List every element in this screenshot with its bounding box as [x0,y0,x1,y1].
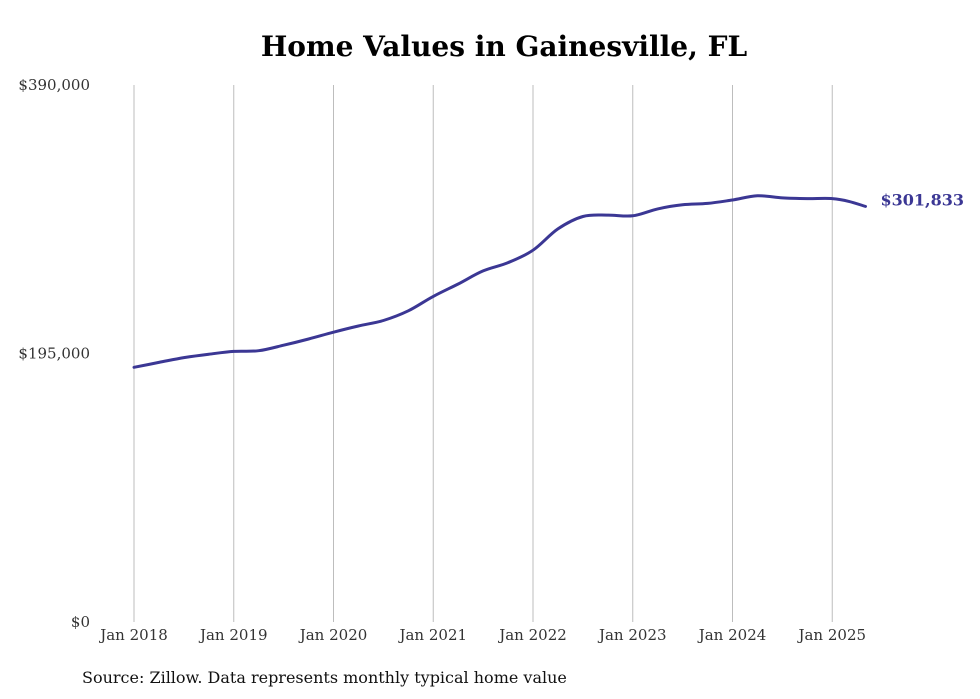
end-labels: $301,833 [881,190,965,209]
x-tick-label: Jan 2022 [497,626,567,644]
y-tick-label: $390,000 [18,76,90,94]
x-tick-label: Jan 2020 [298,626,368,644]
x-tick-label: Jan 2021 [397,626,467,644]
series-lines [132,194,867,369]
x-tick-label: Jan 2024 [697,626,767,644]
x-tick-label: Jan 2025 [796,626,866,644]
x-tick-label: Jan 2018 [98,626,168,644]
source-note: Source: Zillow. Data represents monthly … [82,668,567,687]
chart-title: Home Values in Gainesville, FL [260,30,748,63]
y-tick-label: $195,000 [18,345,90,363]
x-tick-label: Jan 2019 [198,626,268,644]
vertical-gridlines [133,85,833,622]
series-line [132,194,867,369]
y-axis-tick-labels: $0 $195,000 $390,000 [18,76,90,631]
series-end-label: $301,833 [881,190,965,209]
x-axis-tick-labels: Jan 2018 Jan 2019 Jan 2020 Jan 2021 Jan 2022… [98,626,866,644]
y-tick-label: $0 [71,613,90,631]
x-tick-label: Jan 2023 [597,626,667,644]
